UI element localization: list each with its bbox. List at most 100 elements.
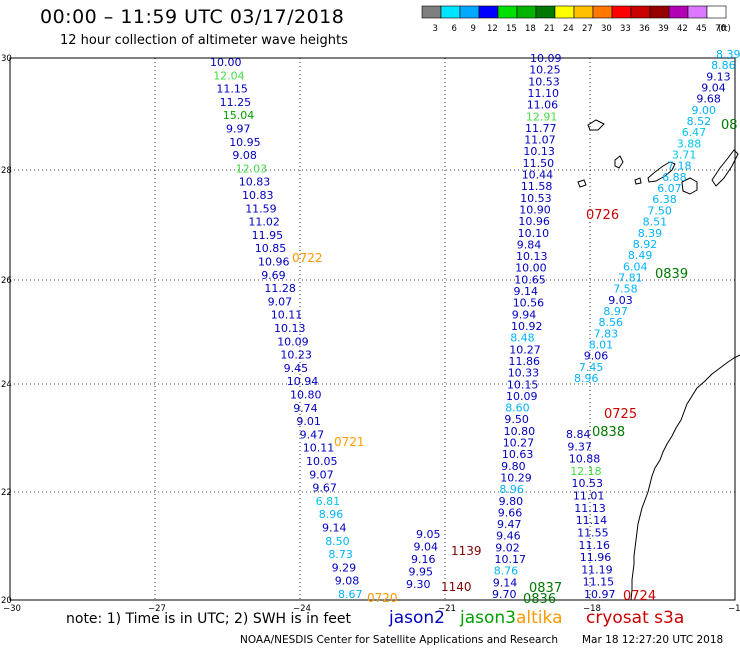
legend-swatch-label: 12 [487, 24, 498, 34]
wave-height-label: 11.15 [583, 576, 615, 589]
legend-jason2: jason2 [389, 608, 445, 628]
lon-tick-label: −15 [728, 604, 740, 614]
wave-height-label: 9.04 [414, 541, 439, 554]
wave-height-label: 10.09 [530, 52, 562, 65]
legend-swatch-label: 30 [601, 24, 612, 34]
wave-height-label: 11.10 [528, 87, 560, 100]
credit-line: NOAA/NESDIS Center for Satellite Applica… [240, 634, 558, 646]
legend-swatch-label: 27 [582, 24, 593, 34]
island-small-1 [577, 179, 587, 188]
wave-height-label: 9.68 [696, 93, 721, 106]
wave-height-label: 10.10 [518, 227, 550, 240]
wave-height-label: 8.96 [574, 372, 599, 385]
wave-height-label: 9.30 [406, 578, 431, 591]
wave-height-label: 10.13 [516, 250, 548, 263]
wave-height-label: 11.25 [220, 96, 252, 109]
wave-height-label: 10.85 [255, 242, 286, 255]
legend-swatch [478, 5, 499, 19]
wave-height-label: 7.45 [579, 361, 604, 374]
legend-swatch [440, 5, 461, 19]
wave-height-label: 8.97 [603, 305, 628, 318]
wave-height-label: 12.04 [213, 69, 245, 82]
pass-time-label: 0721 [334, 435, 365, 449]
lat-tick-label: 22 [1, 488, 12, 498]
wave-height-label: 3.88 [677, 137, 702, 150]
pass-time-label: 0720 [367, 591, 398, 605]
wave-height-label: 8.56 [599, 316, 624, 329]
wave-height-label: 10.13 [523, 145, 555, 158]
wave-height-label: 9.47 [497, 518, 522, 531]
wave-height-label: 10.11 [271, 309, 303, 322]
wave-height-label: 9.14 [514, 285, 539, 298]
wave-height-label: 9.06 [584, 350, 609, 363]
wave-height-label: 10.23 [280, 349, 312, 362]
wave-height-label: 8.76 [494, 565, 519, 578]
wave-height-label: 8.39 [638, 227, 663, 240]
lon-tick-label: −30 [3, 604, 21, 614]
wave-height-label: 6.81 [316, 495, 341, 508]
wave-height-label: 8.84 [566, 428, 591, 441]
wave-height-label: 10.11 [303, 442, 335, 455]
wave-height-label: 8.67 [338, 588, 363, 601]
lat-lon-grid [10, 58, 735, 600]
legend-swatch-label: 70 [715, 24, 726, 34]
pass-time-label: 0839 [655, 267, 688, 282]
legend-swatch [459, 5, 480, 19]
wave-height-label: 9.45 [284, 362, 309, 375]
wave-height-label: 8.52 [687, 115, 712, 128]
wave-height-label: 10.29 [500, 472, 532, 485]
wave-height-label: 8.39 [716, 48, 740, 61]
wave-height-label: 6.88 [662, 171, 687, 184]
wave-height-label: 10.27 [503, 437, 535, 450]
wave-height-label: 10.44 [522, 169, 554, 182]
africa-coastline [630, 354, 740, 601]
legend-swatch [421, 5, 442, 19]
wave-height-label: 11.13 [574, 502, 606, 515]
wave-height-label: 8.96 [319, 508, 344, 521]
wave-height-label: 11.59 [245, 202, 277, 215]
wave-height-label: 9.04 [701, 82, 726, 95]
wave-height-label: 8.86 [711, 59, 736, 72]
lat-tick-label: 20 [1, 596, 12, 606]
wave-height-label: 10.92 [511, 320, 543, 333]
wave-height-label: 9.47 [300, 428, 325, 441]
wave-height-label: 9.37 [567, 440, 592, 453]
wave-height-label: 10.96 [258, 256, 290, 269]
lat-tick-label: 24 [1, 380, 12, 390]
wave-height-label: 11.01 [573, 490, 605, 503]
lon-tick-label: −18 [583, 604, 601, 614]
wave-height-label: 11.96 [580, 551, 612, 564]
generated-timestamp: Mar 18 12:27:20 UTC 2018 [582, 634, 724, 646]
pass-time-labels: 0722 0721 0720 1139 1140 0726 0725 0724 0839 0838… [292, 118, 738, 607]
axis-labels: −30 −27 −24 −21 −18 −15 20 22 24 26 28 30 [1, 54, 740, 614]
wave-height-label: 11.86 [509, 355, 541, 368]
wave-height-label: 7.58 [613, 283, 638, 296]
island-small-2 [634, 177, 642, 185]
wave-height-label: 9.80 [501, 460, 525, 473]
pass-time-label: 1139 [451, 544, 482, 558]
wave-height-label: 9.97 [226, 123, 251, 136]
wave-height-label: 9.16 [411, 553, 436, 566]
wave-height-label: 9.03 [608, 294, 633, 307]
legend-swatch [668, 5, 689, 19]
lon-tick-label: −21 [438, 604, 456, 614]
wave-height-label: 7.83 [594, 327, 619, 340]
wave-height-label: 10.90 [519, 204, 551, 217]
legend-swatch-label: 15 [506, 24, 517, 34]
map-frame [9, 57, 736, 601]
wave-height-label: 11.15 [216, 83, 248, 96]
wave-height-label: 9.08 [232, 149, 257, 162]
island-madeira [587, 119, 605, 131]
wave-height-label: 11.06 [527, 99, 559, 112]
wave-height-label: 10.80 [290, 389, 322, 402]
wave-height-label: 9.84 [517, 238, 542, 251]
wave-height-label: 9.02 [495, 541, 520, 554]
wave-height-label: 8.49 [628, 249, 653, 262]
wave-height-label: 11.55 [577, 527, 609, 540]
legend-swatch [687, 5, 708, 19]
legend-swatch-label: 6 [452, 24, 457, 34]
wave-height-label: 9.80 [499, 495, 523, 508]
legend-swatch [516, 5, 537, 19]
wave-height-label: 10.13 [274, 322, 306, 335]
wave-height-label: 12.91 [526, 110, 558, 123]
